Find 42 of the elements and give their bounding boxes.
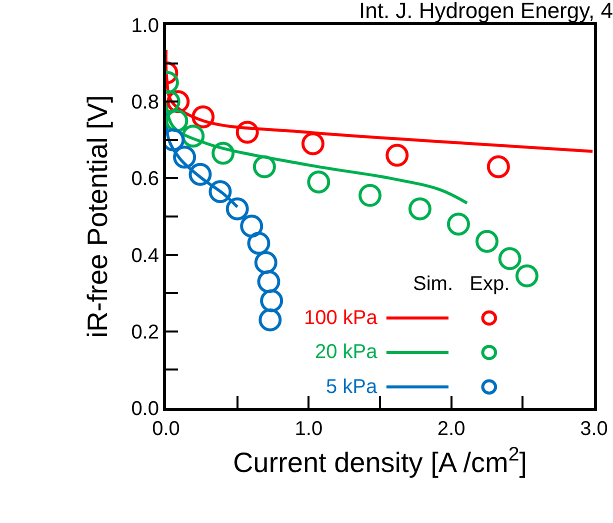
point <box>258 308 282 332</box>
x-axis-title: Current density [A /cm$^{2}$] <box>232 443 528 478</box>
y-tick-label: 0.8 <box>131 92 159 114</box>
line-series <box>166 48 594 153</box>
x-tick-label: 2.0 <box>437 418 466 440</box>
point <box>188 162 212 186</box>
point <box>446 212 470 236</box>
point <box>252 155 276 178</box>
y-tick-label: 0.0 <box>131 398 159 420</box>
y-tick-label: 0.6 <box>131 168 159 190</box>
point <box>476 230 498 253</box>
legend-title: Sim. Exp. <box>413 273 510 295</box>
point <box>257 270 280 294</box>
y-tick-label: 0.2 <box>131 321 159 344</box>
x-tick-label: 0.0 <box>152 418 180 440</box>
point <box>301 132 324 156</box>
point <box>236 120 259 144</box>
point <box>240 214 264 238</box>
point <box>486 155 510 178</box>
point <box>208 180 232 204</box>
point <box>307 170 330 194</box>
y-axis-title: iR-free Potential [V] <box>82 95 113 338</box>
point <box>192 105 215 128</box>
legend-label: 5 kPa <box>326 376 378 398</box>
point <box>173 146 196 169</box>
point <box>386 144 409 167</box>
text: Int. J. Hydrogen Energy, 4 <box>359 0 613 23</box>
point <box>247 232 270 255</box>
point <box>226 197 249 220</box>
legend-label: 20 kPa <box>315 341 378 363</box>
point <box>515 264 538 288</box>
y-tick-label: 1.0 <box>131 15 159 37</box>
point <box>212 142 235 165</box>
point <box>260 289 284 312</box>
y-tick-label: 0.4 <box>131 244 159 267</box>
x-tick-label: 3.0 <box>580 418 608 440</box>
point <box>498 247 522 270</box>
point <box>408 197 432 220</box>
x-tick-label: 1.0 <box>294 418 323 440</box>
legend-label: 100 kPa <box>304 307 378 329</box>
point <box>254 250 278 274</box>
point <box>358 184 382 207</box>
